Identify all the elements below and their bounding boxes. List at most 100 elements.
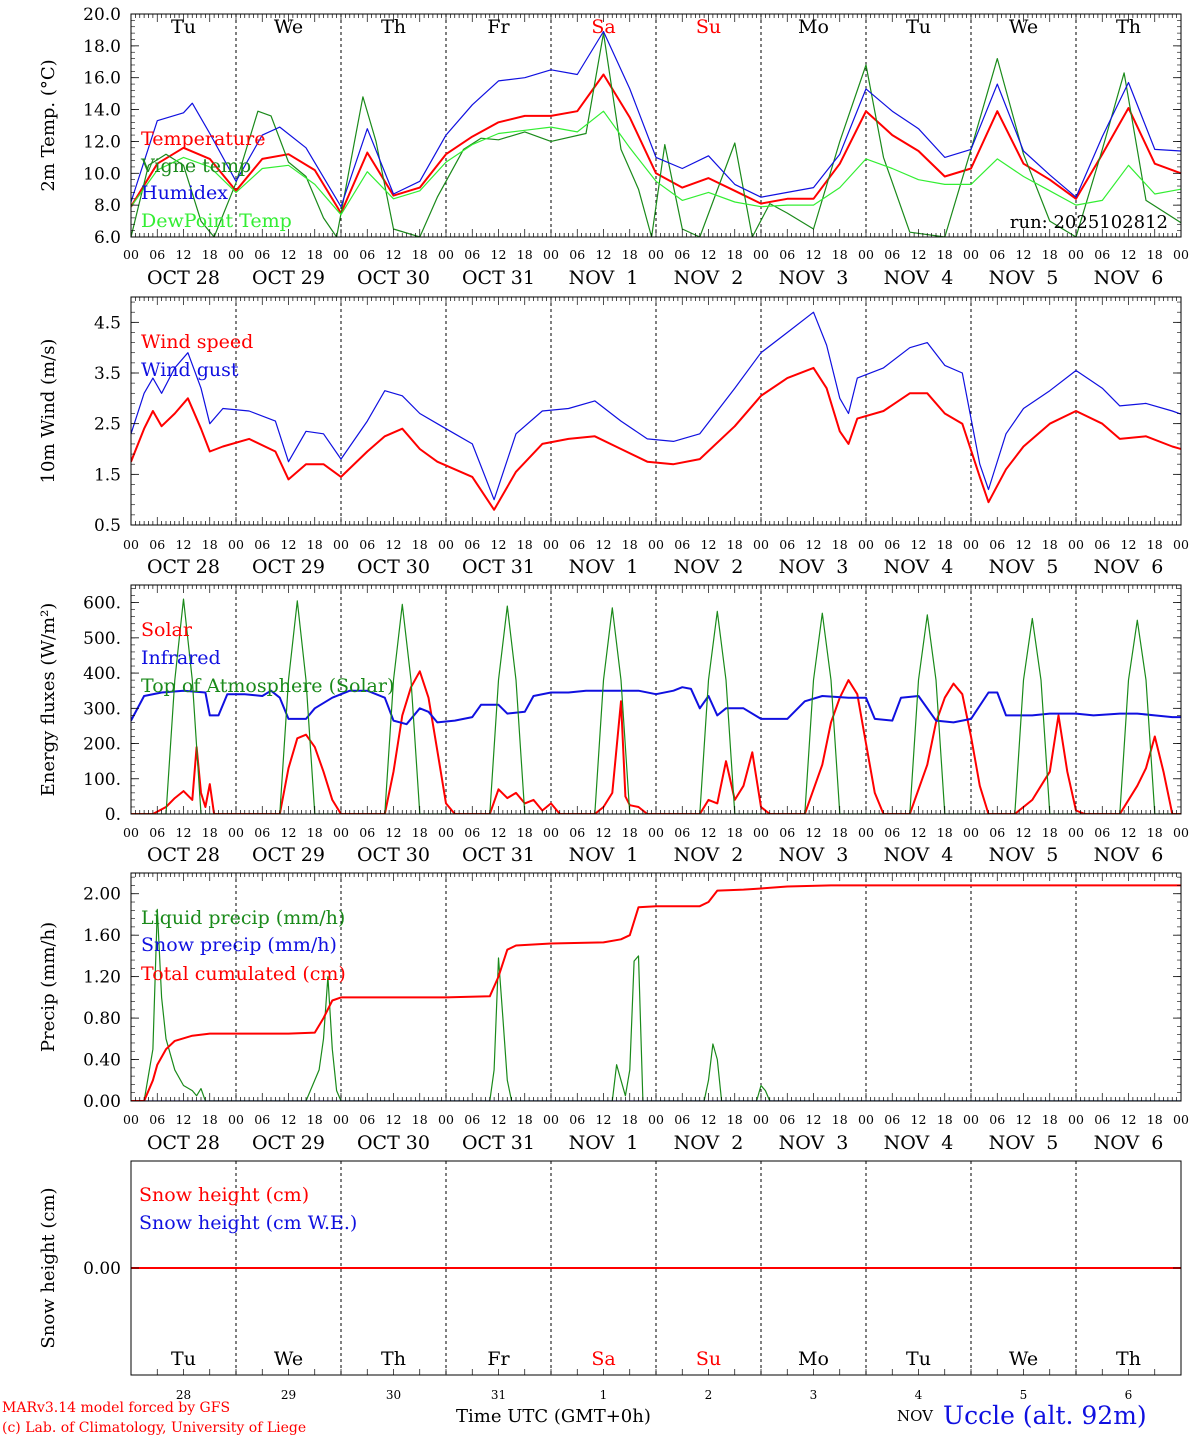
x-hour-label: 18 — [412, 1112, 428, 1127]
x-date-label: NOV 3 — [779, 1132, 849, 1154]
x-hour-label: 18 — [307, 1112, 323, 1127]
x-day-number: 1 — [600, 1388, 608, 1402]
x-hour-label: 12 — [176, 247, 192, 262]
x-hour-label: 00 — [648, 247, 664, 262]
series-line-wind-speed — [131, 366, 1181, 511]
x-hour-label: 12 — [911, 825, 927, 840]
y-tick-label: 200. — [83, 735, 121, 755]
x-hour-label: 12 — [806, 537, 822, 552]
series-line-solar — [131, 670, 1181, 814]
x-hour-label: 06 — [149, 1112, 165, 1127]
legend-entry: DewPoint Temp — [141, 210, 292, 232]
x-day-number: 3 — [810, 1388, 818, 1402]
x-date-label: NOV 2 — [674, 267, 744, 289]
weekday-label: We — [274, 1348, 303, 1370]
x-hour-label: 00 — [333, 1112, 349, 1127]
x-hour-label: 18 — [412, 537, 428, 552]
x-hour-label: 06 — [1094, 247, 1110, 262]
x-hour-label: 12 — [806, 247, 822, 262]
x-hour-label: 12 — [176, 825, 192, 840]
x-hour-label: 12 — [1121, 1112, 1137, 1127]
x-date-label: NOV 3 — [779, 844, 849, 866]
y-tick-label: 16.0 — [83, 69, 121, 89]
series-line-wind-gust — [131, 311, 1181, 501]
panel-5: 28 29 30 31 1 2 3 4 5 6 Tu We Th Fr Sa Su Mo Tu We Th 0.00 Sn… — [38, 1160, 1182, 1402]
x-hour-label: 18 — [202, 537, 218, 552]
y-tick-label: 0.80 — [83, 1009, 121, 1029]
y-tick-label: 0.5 — [94, 516, 121, 536]
x-hour-label: 06 — [884, 1112, 900, 1127]
x-date-label: OCT 30 — [357, 844, 430, 866]
x-hour-label: 12 — [491, 1112, 507, 1127]
weekday-label: Sa — [591, 16, 615, 38]
x-date-label: NOV 5 — [989, 844, 1059, 866]
x-hour-label: 18 — [937, 537, 953, 552]
weekday-label: Th — [1116, 16, 1141, 38]
y-tick-label: 0.00 — [83, 1259, 121, 1279]
x-date-label: OCT 31 — [462, 267, 535, 289]
x-hour-label: 06 — [989, 1112, 1005, 1127]
x-hour-label: 18 — [832, 247, 848, 262]
x-hour-label: 06 — [989, 537, 1005, 552]
x-hour-label: 06 — [464, 537, 480, 552]
x-date-label: OCT 29 — [252, 267, 325, 289]
x-hour-label: 00 — [438, 537, 454, 552]
x-hour-label: 00 — [858, 537, 874, 552]
y-tick-label: 0.40 — [83, 1051, 121, 1071]
x-day-number: 2 — [705, 1388, 713, 1402]
weekday-label: Fr — [487, 1348, 510, 1370]
x-hour-label: 12 — [281, 1112, 297, 1127]
x-hour-label: 12 — [386, 825, 402, 840]
x-hour-label: 00 — [543, 537, 559, 552]
x-hour-label: 12 — [596, 247, 612, 262]
x-hour-label: 18 — [517, 1112, 533, 1127]
x-date-label: NOV 6 — [1094, 267, 1164, 289]
legend-entry: Temperature — [141, 128, 265, 150]
x-hour-label: 12 — [176, 1112, 192, 1127]
x-hour-label: 12 — [701, 537, 717, 552]
x-hour-label: 12 — [911, 1112, 927, 1127]
x-hour-label: 18 — [517, 537, 533, 552]
x-date-label: OCT 28 — [147, 556, 220, 578]
x-date-label: OCT 30 — [357, 556, 430, 578]
x-hour-label: 06 — [254, 537, 270, 552]
weekday-label: Tu — [906, 16, 931, 38]
x-hour-label: 00 — [333, 247, 349, 262]
y-tick-label: 1.5 — [94, 465, 121, 485]
y-axis-label: 10m Wind (m/s) — [38, 339, 59, 484]
x-hour-label: 00 — [1068, 825, 1084, 840]
x-hour-label: 12 — [491, 825, 507, 840]
y-axis-label: 2m Temp. (°C) — [38, 59, 59, 191]
x-hour-label: 12 — [1121, 247, 1137, 262]
x-hour-label: 06 — [149, 825, 165, 840]
x-hour-label: 18 — [517, 825, 533, 840]
series-line-top-of-atmosphere-solar- — [131, 598, 1181, 814]
x-hour-label: 06 — [149, 247, 165, 262]
x-hour-label: 06 — [464, 247, 480, 262]
legend-entry: Total cumulated (cm) — [141, 963, 346, 985]
y-tick-label: 10.0 — [83, 164, 121, 184]
x-date-label: NOV 6 — [1094, 844, 1164, 866]
x-hour-label: 00 — [648, 537, 664, 552]
x-hour-label: 06 — [149, 537, 165, 552]
legend-entry: Infrared — [141, 647, 221, 669]
panel-2: 00 06 12 18 00 06 12 18 00 06 12 18 00 06 12 18 00 06 12 18… — [38, 296, 1189, 578]
x-hour-label: 06 — [254, 825, 270, 840]
legend-entry: Snow height (cm) — [139, 1184, 309, 1206]
x-hour-label: 18 — [412, 247, 428, 262]
x-hour-label: 12 — [386, 1112, 402, 1127]
y-tick-label: 3.5 — [94, 364, 121, 384]
series-group — [131, 884, 1181, 1101]
weekday-label: We — [1009, 16, 1038, 38]
weekday-label: Th — [381, 1348, 406, 1370]
x-hour-label: 00 — [123, 1112, 139, 1127]
x-hour-label: 12 — [911, 247, 927, 262]
weekday-label: Mo — [798, 16, 829, 38]
x-hour-label: 12 — [1016, 247, 1032, 262]
x-hour-label: 12 — [1016, 1112, 1032, 1127]
x-date-label: OCT 28 — [147, 1132, 220, 1154]
x-hour-label: 18 — [622, 537, 638, 552]
x-hour-label: 00 — [438, 825, 454, 840]
series-line-total-cumulated-cm- — [131, 884, 1181, 1101]
legend-entry: Vigne temp — [140, 155, 251, 177]
